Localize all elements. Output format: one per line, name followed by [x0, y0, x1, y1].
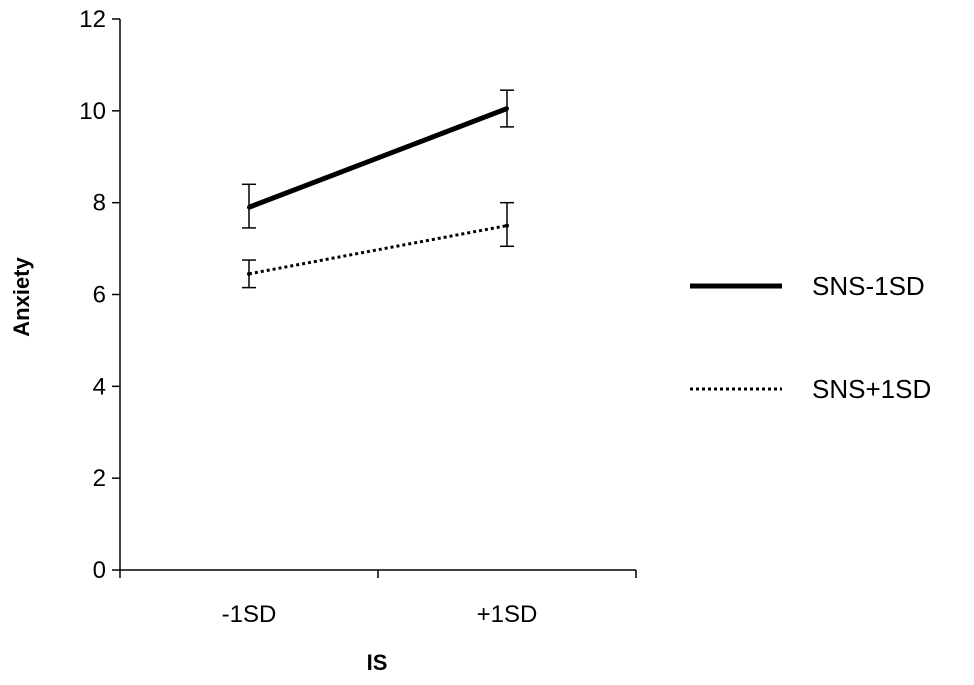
y-tick-label: 2	[93, 465, 106, 492]
y-axis-title: Anxiety	[9, 257, 34, 337]
data-point	[247, 205, 251, 210]
data-point	[505, 106, 509, 111]
series-layer	[242, 89, 514, 289]
axes	[119, 19, 636, 571]
data-point	[247, 271, 251, 276]
x-axis-title: IS	[367, 650, 388, 675]
x-tick-label: -1SD	[222, 601, 277, 628]
y-axis-ticks: 0 2 4 6 8 10 12	[79, 6, 120, 584]
series-line	[248, 224, 508, 276]
legend: SNS-1SD SNS+1SD	[690, 271, 931, 404]
y-tick-label: 0	[93, 557, 106, 584]
data-point	[505, 223, 509, 228]
x-axis-ticks: -1SD +1SD	[119, 570, 637, 628]
y-tick-label: 10	[79, 98, 106, 125]
y-tick-label: 8	[93, 190, 106, 217]
legend-label: SNS+1SD	[812, 374, 931, 404]
series-line	[248, 106, 508, 210]
y-tick-label: 12	[79, 6, 106, 33]
legend-label: SNS-1SD	[812, 271, 925, 301]
y-tick-label: 4	[93, 373, 106, 400]
x-tick-label: +1SD	[477, 601, 538, 628]
y-tick-label: 6	[93, 282, 106, 309]
series-sns-1sd	[242, 89, 514, 229]
series-sns-1sd	[242, 201, 514, 289]
